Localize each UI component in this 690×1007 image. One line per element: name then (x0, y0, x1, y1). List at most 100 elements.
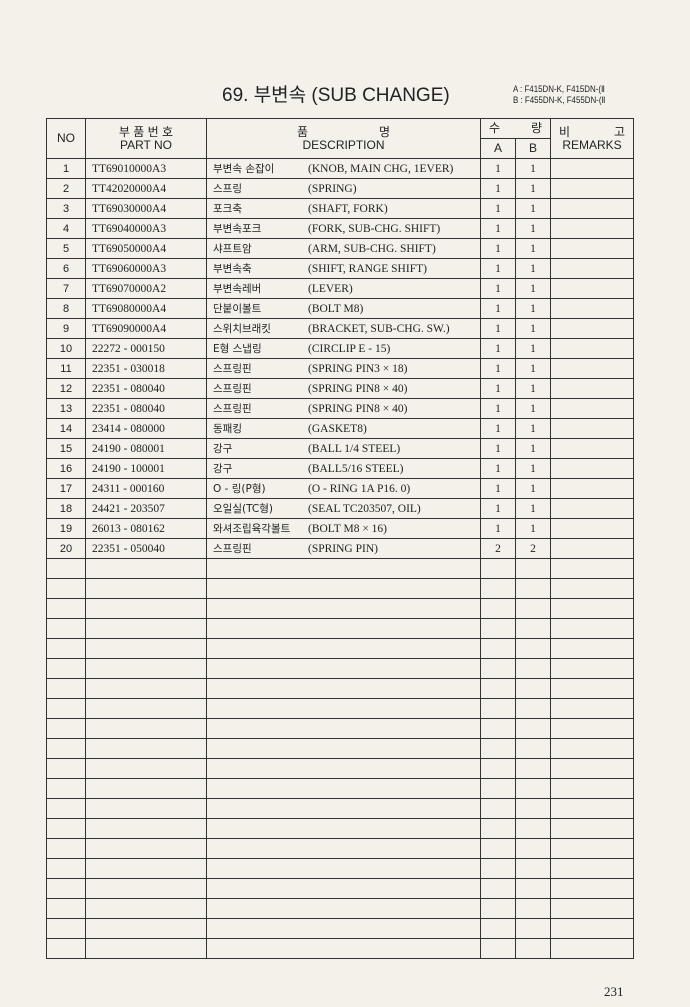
row-desc-en: (KNOB, MAIN CHG, 1EVER) (308, 163, 454, 175)
row-no: 4 (46, 218, 86, 239)
empty-cell (480, 658, 516, 679)
row-qty-b: 1 (515, 358, 551, 379)
row-no: 15 (46, 438, 86, 459)
empty-cell (550, 738, 634, 759)
row-remarks (550, 318, 634, 339)
col-desc-en: DESCRIPTION (302, 137, 385, 152)
empty-cell (46, 818, 86, 839)
empty-cell (85, 598, 207, 619)
row-desc-ko: 부변속레버 (213, 283, 262, 295)
row-part-no: 22351 - 080040 (85, 378, 207, 399)
empty-row (46, 778, 634, 799)
row-remarks (550, 438, 634, 459)
empty-cell (480, 678, 516, 699)
table-row: 10 22272 - 000150 E형 스냅링 (CIRCLIP E - 15) 1 1 (46, 338, 634, 359)
row-no: 10 (46, 338, 86, 359)
row-qty-a: 2 (480, 538, 516, 559)
empty-row (46, 818, 634, 839)
row-qty-a: 1 (480, 518, 516, 539)
empty-cell (85, 778, 207, 799)
empty-cell (515, 878, 551, 899)
table-row: 16 24190 - 100001 강구 (BALL5/16 STEEL) 1 1 (46, 458, 634, 479)
empty-cell (206, 578, 481, 599)
empty-cell (46, 698, 86, 719)
empty-cell (85, 618, 207, 639)
row-part-no: 23414 - 080000 (85, 418, 207, 439)
empty-cell (46, 678, 86, 699)
row-part-no: TT69040000A3 (85, 218, 207, 239)
row-desc-ko: 스프링핀 (213, 363, 252, 375)
empty-row (46, 838, 634, 859)
empty-cell (46, 578, 86, 599)
empty-cell (480, 738, 516, 759)
empty-cell (85, 678, 207, 699)
row-no: 9 (46, 318, 86, 339)
row-description: 와셔조립육각볼트 (BOLT M8 × 16) (206, 518, 481, 539)
table-row: 15 24190 - 080001 강구 (BALL 1/4 STEEL) 1 1 (46, 438, 634, 459)
empty-cell (480, 638, 516, 659)
empty-row (46, 658, 634, 679)
table-row: 3 TT69030000A4 포크축 (SHAFT, FORK) 1 1 (46, 198, 634, 219)
row-no: 11 (46, 358, 86, 379)
row-no: 2 (46, 178, 86, 199)
empty-row (46, 698, 634, 719)
empty-cell (515, 718, 551, 739)
row-qty-b: 1 (515, 218, 551, 239)
row-part-no: 22351 - 050040 (85, 538, 207, 559)
model-b: B : F455DN-K, F455DN-(Ⅱ (513, 95, 606, 105)
row-desc-ko: 샤프트암 (213, 243, 252, 255)
row-desc-en: (BALL5/16 STEEL) (308, 463, 404, 475)
row-desc-ko: 오일실(TC형) (213, 503, 273, 515)
empty-cell (550, 758, 634, 779)
empty-cell (480, 818, 516, 839)
empty-cell (85, 718, 207, 739)
row-no: 20 (46, 538, 86, 559)
empty-cell (46, 898, 86, 919)
row-remarks (550, 218, 634, 239)
empty-cell (46, 738, 86, 759)
row-remarks (550, 258, 634, 279)
row-description: 부변속포크 (FORK, SUB-CHG. SHIFT) (206, 218, 481, 239)
page-number: 231 (604, 984, 624, 999)
row-desc-en: (GASKET8) (308, 423, 367, 435)
row-desc-ko: 스위치브래킷 (213, 323, 271, 335)
empty-cell (46, 758, 86, 779)
empty-cell (206, 718, 481, 739)
empty-cell (515, 738, 551, 759)
empty-cell (85, 758, 207, 779)
empty-row (46, 898, 634, 919)
table-row: 12 22351 - 080040 스프링핀 (SPRING PIN8 × 40) 1 1 (46, 378, 634, 399)
empty-cell (480, 778, 516, 799)
empty-cell (206, 598, 481, 619)
row-qty-b: 1 (515, 398, 551, 419)
empty-cell (206, 838, 481, 859)
empty-cell (480, 798, 516, 819)
empty-row (46, 918, 634, 939)
empty-cell (46, 918, 86, 939)
empty-cell (206, 618, 481, 639)
empty-cell (550, 618, 634, 639)
empty-cell (206, 898, 481, 919)
row-description: E형 스냅링 (CIRCLIP E - 15) (206, 338, 481, 359)
row-desc-ko: 강구 (213, 443, 233, 455)
empty-cell (85, 698, 207, 719)
empty-row (46, 738, 634, 759)
col-qty-a: A (480, 138, 516, 159)
row-desc-en: (SHIFT, RANGE SHIFT) (308, 263, 427, 275)
col-remarks-ko-2: 고 (613, 124, 625, 139)
row-no: 1 (46, 158, 86, 179)
empty-cell (515, 678, 551, 699)
row-desc-en: (O - RING 1A P16. 0) (308, 483, 411, 495)
row-desc-ko: 부변속포크 (213, 223, 262, 235)
empty-row (46, 718, 634, 739)
empty-cell (515, 798, 551, 819)
table-row: 20 22351 - 050040 스프링핀 (SPRING PIN) 2 2 (46, 538, 634, 559)
row-remarks (550, 358, 634, 379)
empty-cell (85, 578, 207, 599)
empty-cell (480, 878, 516, 899)
row-qty-a: 1 (480, 378, 516, 399)
empty-cell (46, 718, 86, 739)
row-no: 17 (46, 478, 86, 499)
row-qty-b: 1 (515, 418, 551, 439)
row-part-no: 24311 - 000160 (85, 478, 207, 499)
